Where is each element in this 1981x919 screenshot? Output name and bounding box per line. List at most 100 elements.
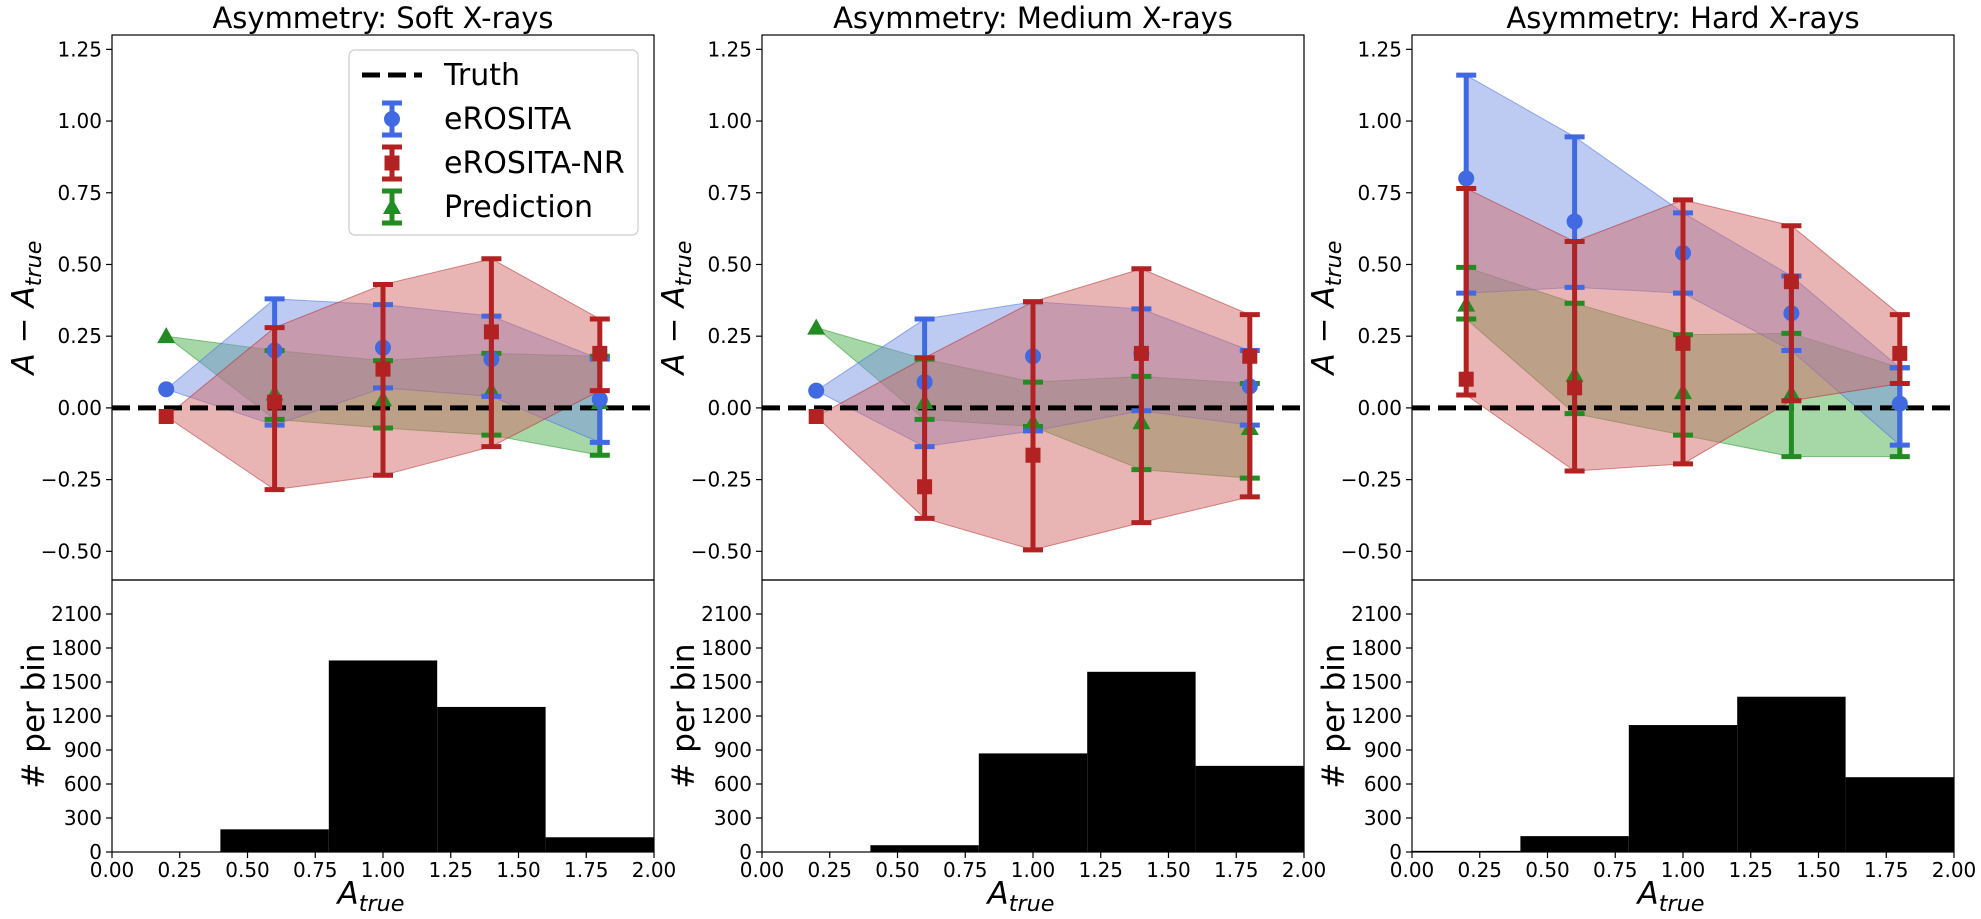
hist-y-tick-label: 900 xyxy=(1364,738,1402,762)
y-tick-label: 0.00 xyxy=(1357,396,1402,420)
hist-y-tick-label: 1800 xyxy=(51,636,102,660)
point-erosita-nr xyxy=(1133,345,1149,361)
x-tick-label: 1.25 xyxy=(428,858,473,882)
histogram-bar xyxy=(1520,836,1629,852)
y-tick-label: 1.00 xyxy=(57,109,102,133)
y-tick-label: 0.25 xyxy=(1357,324,1402,348)
legend-circle-marker xyxy=(384,111,400,127)
x-tick-label: 1.00 xyxy=(361,858,406,882)
y-tick-label: −0.25 xyxy=(1341,468,1402,492)
x-tick-label: 1.75 xyxy=(564,858,609,882)
hist-y-tick-label: 1200 xyxy=(51,704,102,728)
histogram-bar xyxy=(1087,671,1196,852)
y-tick-label: 1.25 xyxy=(707,37,752,61)
hist-y-tick-label: 0 xyxy=(1389,840,1402,864)
x-tick-label: 1.75 xyxy=(1864,858,1909,882)
x-tick-label: 1.50 xyxy=(1146,858,1191,882)
y-axis-label-text: A − Atrue xyxy=(6,241,47,377)
hist-y-tick-label: 2100 xyxy=(51,602,102,626)
y-tick-label: 0.50 xyxy=(1357,252,1402,276)
hist-y-tick-label: 900 xyxy=(64,738,102,762)
legend-label: eROSITA-NR xyxy=(444,146,625,181)
hist-y-tick-label: 300 xyxy=(64,806,102,830)
point-prediction xyxy=(157,327,176,344)
y-tick-label: 0.50 xyxy=(707,252,752,276)
point-erosita-nr xyxy=(1242,348,1258,364)
chart-panel-3: Asymmetry: Hard X-rays −0.50 −0.25 0.00 0.25… xyxy=(1306,1,1976,917)
hist-y-tick-label: 300 xyxy=(1364,806,1402,830)
x-tick-label: 1.50 xyxy=(496,858,541,882)
chart-panel-2: Asymmetry: Medium X-rays −0.50 −0.25 0.00 0.… xyxy=(656,1,1326,917)
x-tick-label: 0.75 xyxy=(293,858,338,882)
legend-label: Prediction xyxy=(444,190,593,225)
histogram-bar xyxy=(1195,765,1304,852)
legend-label: Truth xyxy=(443,58,520,93)
hist-y-tick-label: 1500 xyxy=(51,670,102,694)
scatter-area xyxy=(112,256,654,493)
x-axis-label: Atrue xyxy=(985,876,1054,917)
x-tick-label: 1.25 xyxy=(1728,858,1773,882)
x-tick-label: 1.50 xyxy=(1796,858,1841,882)
chart-title: Asymmetry: Medium X-rays xyxy=(833,1,1233,35)
histogram-bar xyxy=(328,660,438,852)
point-erosita xyxy=(591,391,608,408)
point-erosita-nr xyxy=(375,361,391,377)
x-tick-label: 0.50 xyxy=(1525,858,1570,882)
y-tick-label: 0.00 xyxy=(707,396,752,420)
hist-y-tick-label: 1200 xyxy=(1351,704,1402,728)
hist-y-axis-label: # per bin xyxy=(1316,643,1352,788)
legend-entry: eROSITA-NR xyxy=(382,144,625,182)
y-tick-label: 0.75 xyxy=(1357,181,1402,205)
y-tick-label: 0.25 xyxy=(57,324,102,348)
y-tick-label: −0.25 xyxy=(691,468,752,492)
y-axis-label: A − Atrue xyxy=(6,241,47,377)
histogram xyxy=(220,660,654,852)
histogram-bar xyxy=(220,829,329,852)
hist-y-tick-label: 1500 xyxy=(1351,670,1402,694)
point-erosita xyxy=(158,381,175,398)
scatter-area xyxy=(1412,72,1954,474)
y-tick-label: 0.00 xyxy=(57,396,102,420)
y-tick-label: 1.00 xyxy=(1357,109,1402,133)
histogram xyxy=(1412,696,1954,852)
x-tick-label: 0.50 xyxy=(875,858,920,882)
point-erosita-nr xyxy=(1783,274,1799,290)
hist-y-tick-label: 2100 xyxy=(701,602,752,626)
x-tick-label: 0.25 xyxy=(157,858,202,882)
histogram-bar xyxy=(978,753,1088,852)
legend-entry: Prediction xyxy=(382,188,593,226)
x-tick-label: 2.00 xyxy=(1282,858,1327,882)
y-axis-label-text: A − Atrue xyxy=(1306,241,1347,377)
histogram-bar xyxy=(870,845,979,852)
hist-y-tick-label: 900 xyxy=(714,738,752,762)
hist-y-tick-label: 2100 xyxy=(1351,602,1402,626)
y-tick-label: 1.25 xyxy=(57,37,102,61)
x-tick-label: 1.75 xyxy=(1214,858,1259,882)
point-erosita xyxy=(808,382,825,399)
point-erosita xyxy=(1458,170,1475,187)
hist-y-tick-label: 1200 xyxy=(701,704,752,728)
hist-y-axis-label-text: # per bin xyxy=(1316,643,1352,788)
histogram-bar xyxy=(545,837,654,852)
hist-y-tick-label: 600 xyxy=(714,772,752,796)
hist-y-axis-label-text: # per bin xyxy=(16,643,52,788)
chart-title: Asymmetry: Hard X-rays xyxy=(1506,1,1859,35)
histogram-bar xyxy=(437,706,546,852)
y-axis-label: A − Atrue xyxy=(1306,241,1347,377)
x-tick-label: 0.00 xyxy=(90,858,135,882)
hist-y-tick-label: 300 xyxy=(714,806,752,830)
point-erosita-nr xyxy=(1458,371,1474,387)
hist-y-tick-label: 600 xyxy=(64,772,102,796)
point-erosita xyxy=(1891,395,1908,412)
y-tick-label: 0.50 xyxy=(57,252,102,276)
histogram xyxy=(870,671,1304,852)
hist-y-tick-label: 1500 xyxy=(701,670,752,694)
legend-label: eROSITA xyxy=(444,102,572,137)
point-erosita-nr xyxy=(808,409,824,424)
x-tick-label: 0.25 xyxy=(1457,858,1502,882)
y-tick-label: 0.25 xyxy=(707,324,752,348)
hist-y-axis-label-text: # per bin xyxy=(666,643,702,788)
hist-y-tick-label: 1800 xyxy=(1351,636,1402,660)
histogram-bar xyxy=(1628,725,1738,852)
point-erosita-nr xyxy=(483,324,499,340)
